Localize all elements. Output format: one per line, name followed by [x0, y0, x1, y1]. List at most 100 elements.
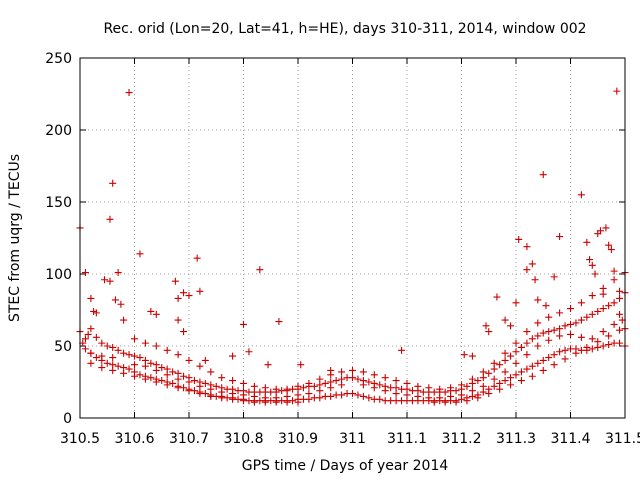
data-point: [594, 307, 602, 315]
data-point: [577, 316, 585, 324]
data-point: [523, 339, 531, 347]
data-point: [463, 382, 471, 390]
data-point: [588, 335, 596, 343]
data-point: [106, 277, 114, 285]
data-point: [297, 361, 305, 369]
data-point: [490, 382, 498, 390]
data-point: [441, 388, 449, 396]
plot-frame: [79, 57, 626, 419]
data-point: [567, 320, 574, 328]
data-point: [370, 371, 378, 379]
data-point: [81, 345, 89, 353]
x-tick-label: 310.7: [169, 431, 209, 447]
data-point: [381, 374, 389, 382]
data-point: [436, 394, 444, 402]
data-point: [534, 342, 542, 350]
x-tick-label: 311.1: [387, 431, 427, 447]
data-point: [414, 382, 422, 390]
x-tick-label: 310.6: [114, 431, 154, 447]
data-point: [613, 87, 621, 95]
data-point: [599, 342, 607, 350]
data-point: [147, 307, 155, 315]
data-point: [327, 392, 335, 400]
data-point: [493, 293, 501, 301]
data-point: [299, 384, 307, 392]
data-point: [207, 392, 215, 400]
data-point: [594, 338, 602, 346]
data-point: [550, 326, 558, 334]
data-point: [98, 339, 106, 347]
data-point: [501, 368, 509, 376]
data-point: [147, 359, 155, 367]
data-point: [599, 328, 607, 336]
data-point: [81, 269, 89, 277]
data-point: [321, 379, 329, 387]
data-point: [463, 397, 471, 405]
data-point: [196, 362, 204, 370]
data-point: [501, 356, 509, 364]
x-tick-label: 310.8: [223, 431, 263, 447]
data-point: [605, 341, 613, 349]
data-point: [131, 361, 138, 369]
data-point: [468, 387, 476, 395]
data-point: [174, 351, 182, 359]
data-point: [125, 351, 133, 359]
data-point: [136, 371, 144, 379]
data-point: [117, 300, 125, 308]
data-point: [376, 381, 384, 389]
y-tick-label: 150: [45, 195, 72, 211]
x-tick-label: 311.5: [605, 431, 640, 447]
data-point: [283, 392, 291, 400]
data-point: [542, 302, 550, 310]
data-point: [158, 377, 166, 385]
data-point: [92, 354, 100, 362]
data-point: [398, 346, 406, 354]
data-point: [591, 270, 599, 278]
data-point: [512, 348, 520, 356]
x-tick-label: 310.5: [60, 431, 100, 447]
data-point: [201, 379, 209, 387]
data-point: [212, 382, 220, 390]
data-point: [109, 366, 117, 374]
data-point: [515, 235, 523, 243]
data-point: [479, 382, 487, 390]
data-point: [507, 374, 515, 382]
data-point: [275, 318, 283, 326]
data-point: [616, 326, 624, 334]
chart-title: Rec. orid (Lon=20, Lat=41, h=HE), days 3…: [103, 21, 586, 37]
data-point: [403, 379, 411, 387]
data-point: [125, 365, 133, 373]
data-point: [577, 333, 585, 341]
data-point: [349, 366, 356, 374]
tick-labels: 310.5 310.6 310.7 310.8 310.9 311 311.1 311.2 31…: [45, 51, 640, 447]
data-point: [196, 390, 204, 398]
data-point: [190, 377, 198, 385]
data-point: [545, 313, 553, 321]
data-point: [196, 287, 204, 295]
data-point: [294, 398, 302, 406]
data-point: [283, 385, 291, 393]
x-axis-label: GPS time / Days of year 2014: [242, 458, 449, 474]
data-point: [98, 364, 106, 372]
data-point: [528, 362, 536, 370]
data-point: [141, 362, 149, 370]
x-tick-label: 311.2: [441, 431, 481, 447]
data-point: [583, 343, 591, 351]
x-tick-label: 310.9: [278, 431, 318, 447]
data-point: [169, 368, 177, 376]
data-point: [447, 384, 455, 392]
data-point: [359, 392, 367, 400]
data-point: [605, 302, 613, 310]
data-point: [607, 246, 615, 254]
data-point: [556, 348, 564, 356]
data-point: [482, 322, 490, 330]
data-point: [577, 299, 585, 307]
data-point: [289, 397, 297, 405]
x-tick-label: 311: [339, 431, 366, 447]
data-point: [485, 390, 493, 398]
data-point: [163, 381, 171, 389]
data-point: [616, 294, 624, 302]
data-point: [349, 374, 356, 382]
data-point: [567, 330, 574, 338]
data-point: [152, 342, 160, 350]
